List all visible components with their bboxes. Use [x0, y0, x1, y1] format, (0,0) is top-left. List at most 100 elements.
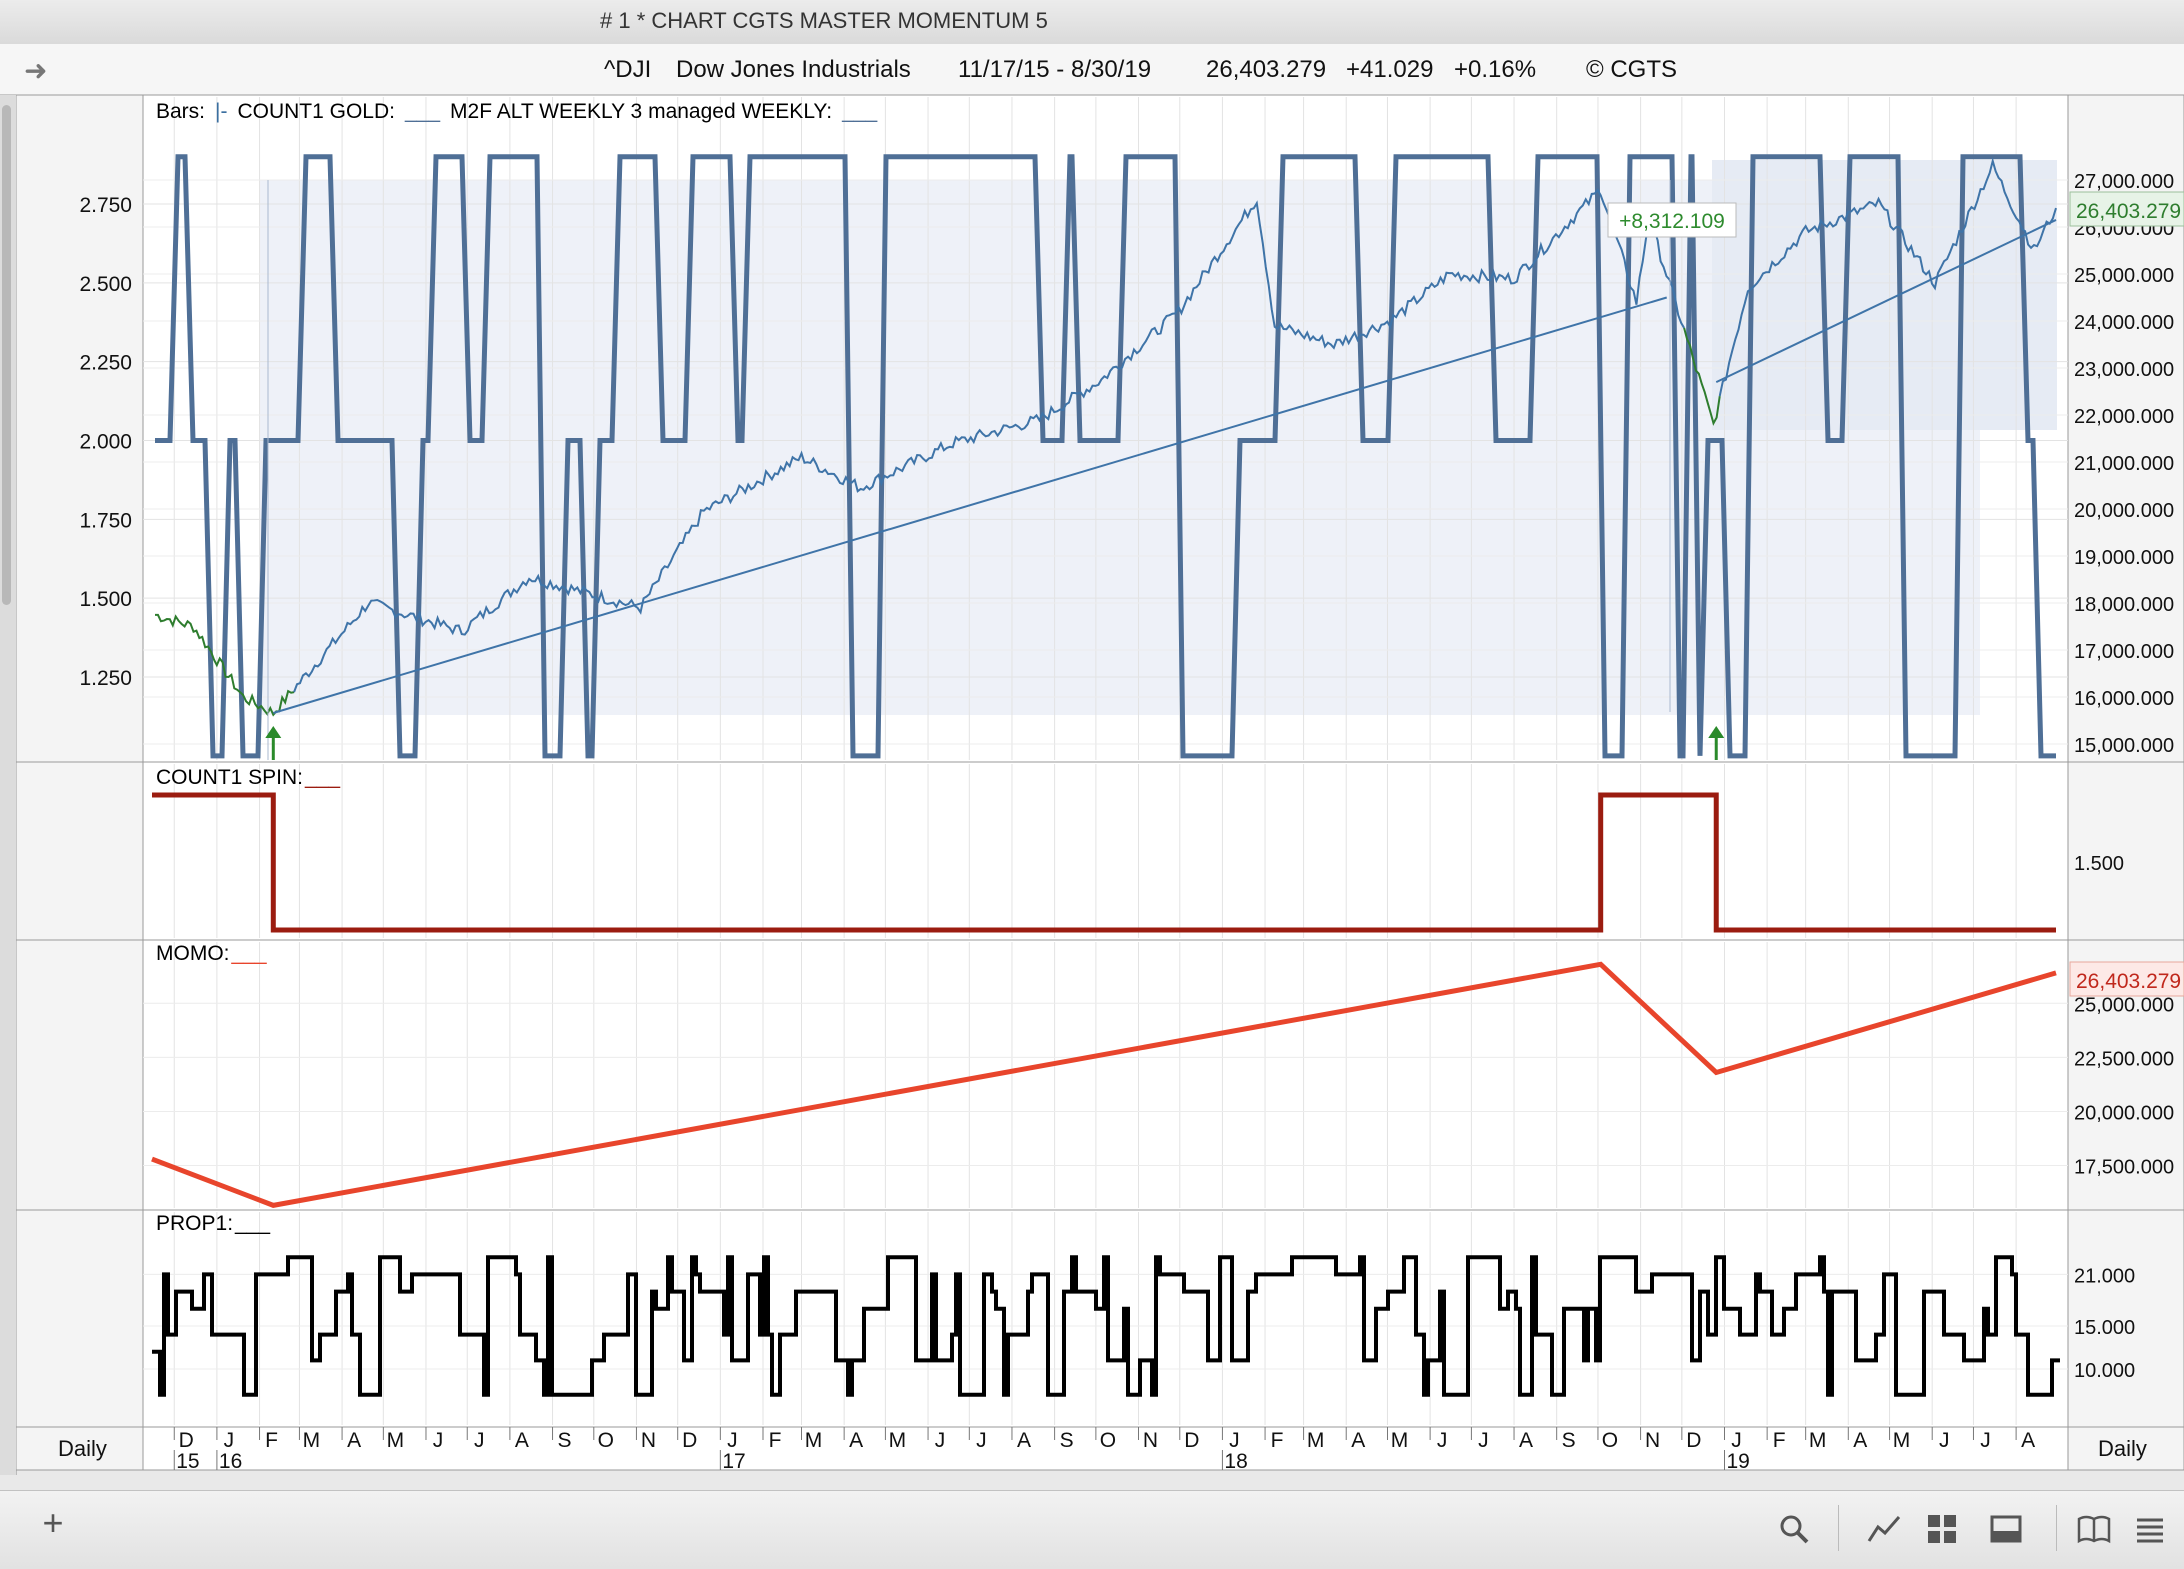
year-label: 15 [176, 1450, 199, 1473]
month-label: O [598, 1429, 614, 1452]
month-label: J [1478, 1429, 1489, 1452]
right-tick-label: 24,000.000 [2074, 312, 2174, 334]
timeframe-right-label: Daily [2098, 1436, 2147, 1461]
forward-arrow-icon[interactable]: ➜ [24, 55, 48, 86]
right-tick-label: 25,000.000 [2074, 265, 2174, 287]
month-label: F [1773, 1429, 1786, 1452]
toolbar-separator [1838, 1505, 1839, 1551]
left-tick-label: 2.500 [79, 273, 132, 296]
count1-gold-line [155, 154, 2056, 759]
month-label: A [1853, 1429, 1867, 1452]
search-icon[interactable] [1776, 1511, 1812, 1547]
month-label: M [1893, 1429, 1911, 1452]
left-tick-label: 1.250 [79, 667, 132, 690]
prop-line [152, 1255, 2060, 1397]
legend-text: M2F ALT WEEKLY 3 managed WEEKLY: [450, 100, 832, 123]
month-label: S [558, 1429, 572, 1452]
line-chart-icon[interactable] [1866, 1511, 1902, 1547]
prop-legend: PROP1: [156, 1212, 233, 1235]
right-tick-label: 23,000.000 [2074, 359, 2174, 381]
month-label: M [1391, 1429, 1409, 1452]
right-axis-spin [2067, 761, 2184, 941]
right-tick-label: 17,000.000 [2074, 641, 2174, 663]
price-line-green [154, 613, 295, 717]
left-tick-label: 2.000 [79, 431, 132, 454]
month-label: D [682, 1429, 697, 1452]
momo-tick-label: 17,500.000 [2074, 1157, 2174, 1179]
left-tick-label: 2.750 [79, 194, 132, 217]
month-label: S [1562, 1429, 1576, 1452]
pane-prop [16, 1209, 2184, 1428]
month-label: J [1980, 1429, 1991, 1452]
month-label: J [1939, 1429, 1950, 1452]
month-label: A [2021, 1429, 2035, 1452]
prop-tick-label: 15.000 [2074, 1317, 2135, 1339]
grid-icon[interactable] [1924, 1511, 1960, 1547]
momo-tick-label: 20,000.000 [2074, 1102, 2174, 1124]
month-label: J [474, 1429, 485, 1452]
momo-legend-line: ___ [231, 942, 267, 965]
left-scroll-column [0, 95, 17, 1475]
last-price: 26,403.279 [1206, 56, 1327, 83]
right-tick-label: 20,000.000 [2074, 500, 2174, 522]
pane-spin [16, 761, 2184, 941]
left-axis-main [16, 95, 144, 763]
list-icon[interactable] [2132, 1511, 2168, 1547]
spin-legend-line: ___ [304, 766, 340, 789]
bottom-toolbar: + [0, 1490, 2184, 1569]
month-label: D [1184, 1429, 1199, 1452]
left-axis-momo [16, 939, 144, 1211]
left-tick-label: 1.750 [79, 509, 132, 532]
month-label: S [1060, 1429, 1074, 1452]
momo-legend: MOMO: [156, 942, 230, 965]
momo-line [151, 961, 2057, 1208]
timeframe-left-label: Daily [58, 1436, 107, 1461]
spin-tick-label: 1.500 [2074, 853, 2124, 875]
year-label: 16 [219, 1450, 242, 1473]
month-label: D [1686, 1429, 1701, 1452]
left-axis-prop [16, 1209, 144, 1428]
month-label: N [641, 1429, 656, 1452]
prop-tick-label: 21.000 [2074, 1265, 2135, 1287]
vertical-scrollbar[interactable] [2, 105, 11, 605]
momo-tick-label: 25,000.000 [2074, 994, 2174, 1016]
price-change: +41.029 [1346, 56, 1434, 83]
month-label: A [1017, 1429, 1031, 1452]
month-label: M [1307, 1429, 1325, 1452]
month-label: J [1731, 1429, 1742, 1452]
copyright: © CGTS [1586, 56, 1678, 83]
month-label: F [265, 1429, 278, 1452]
month-label: F [1271, 1429, 1284, 1452]
month-label: A [1351, 1429, 1365, 1452]
right-tick-label: 22,000.000 [2074, 406, 2174, 428]
legend-text: |- [215, 100, 227, 123]
right-axis-time [2067, 1426, 2184, 1471]
legend-text: ___ [404, 100, 440, 123]
price-line [293, 188, 1685, 693]
add-button[interactable]: + [42, 1502, 64, 1543]
highlight-band [1712, 160, 2057, 430]
month-label: A [849, 1429, 863, 1452]
gain-annotation: +8,312.109 [1619, 210, 1725, 233]
panel-icon[interactable] [1988, 1511, 2024, 1547]
pane-momo [16, 939, 2184, 1211]
month-label: M [387, 1429, 405, 1452]
book-icon[interactable] [2076, 1511, 2112, 1547]
month-label: J [1229, 1429, 1240, 1452]
left-axis-spin [16, 761, 144, 941]
right-tick-label: 27,000.000 [2074, 171, 2174, 193]
right-tick-label: 16,000.000 [2074, 688, 2174, 710]
left-tick-label: 1.500 [79, 588, 132, 611]
year-label: 17 [722, 1450, 745, 1473]
trend-line [273, 296, 1668, 714]
left-tick-label: 2.250 [79, 352, 132, 375]
price-line-green [1683, 327, 1721, 426]
right-tick-label: 19,000.000 [2074, 547, 2174, 569]
title-bar: # 1 * CHART CGTS MASTER MOMENTUM 5 [0, 0, 2184, 45]
spin-line [152, 792, 2056, 933]
month-label: N [1143, 1429, 1158, 1452]
month-label: J [727, 1429, 738, 1452]
month-label: D [179, 1429, 194, 1452]
year-label: 18 [1224, 1450, 1247, 1473]
